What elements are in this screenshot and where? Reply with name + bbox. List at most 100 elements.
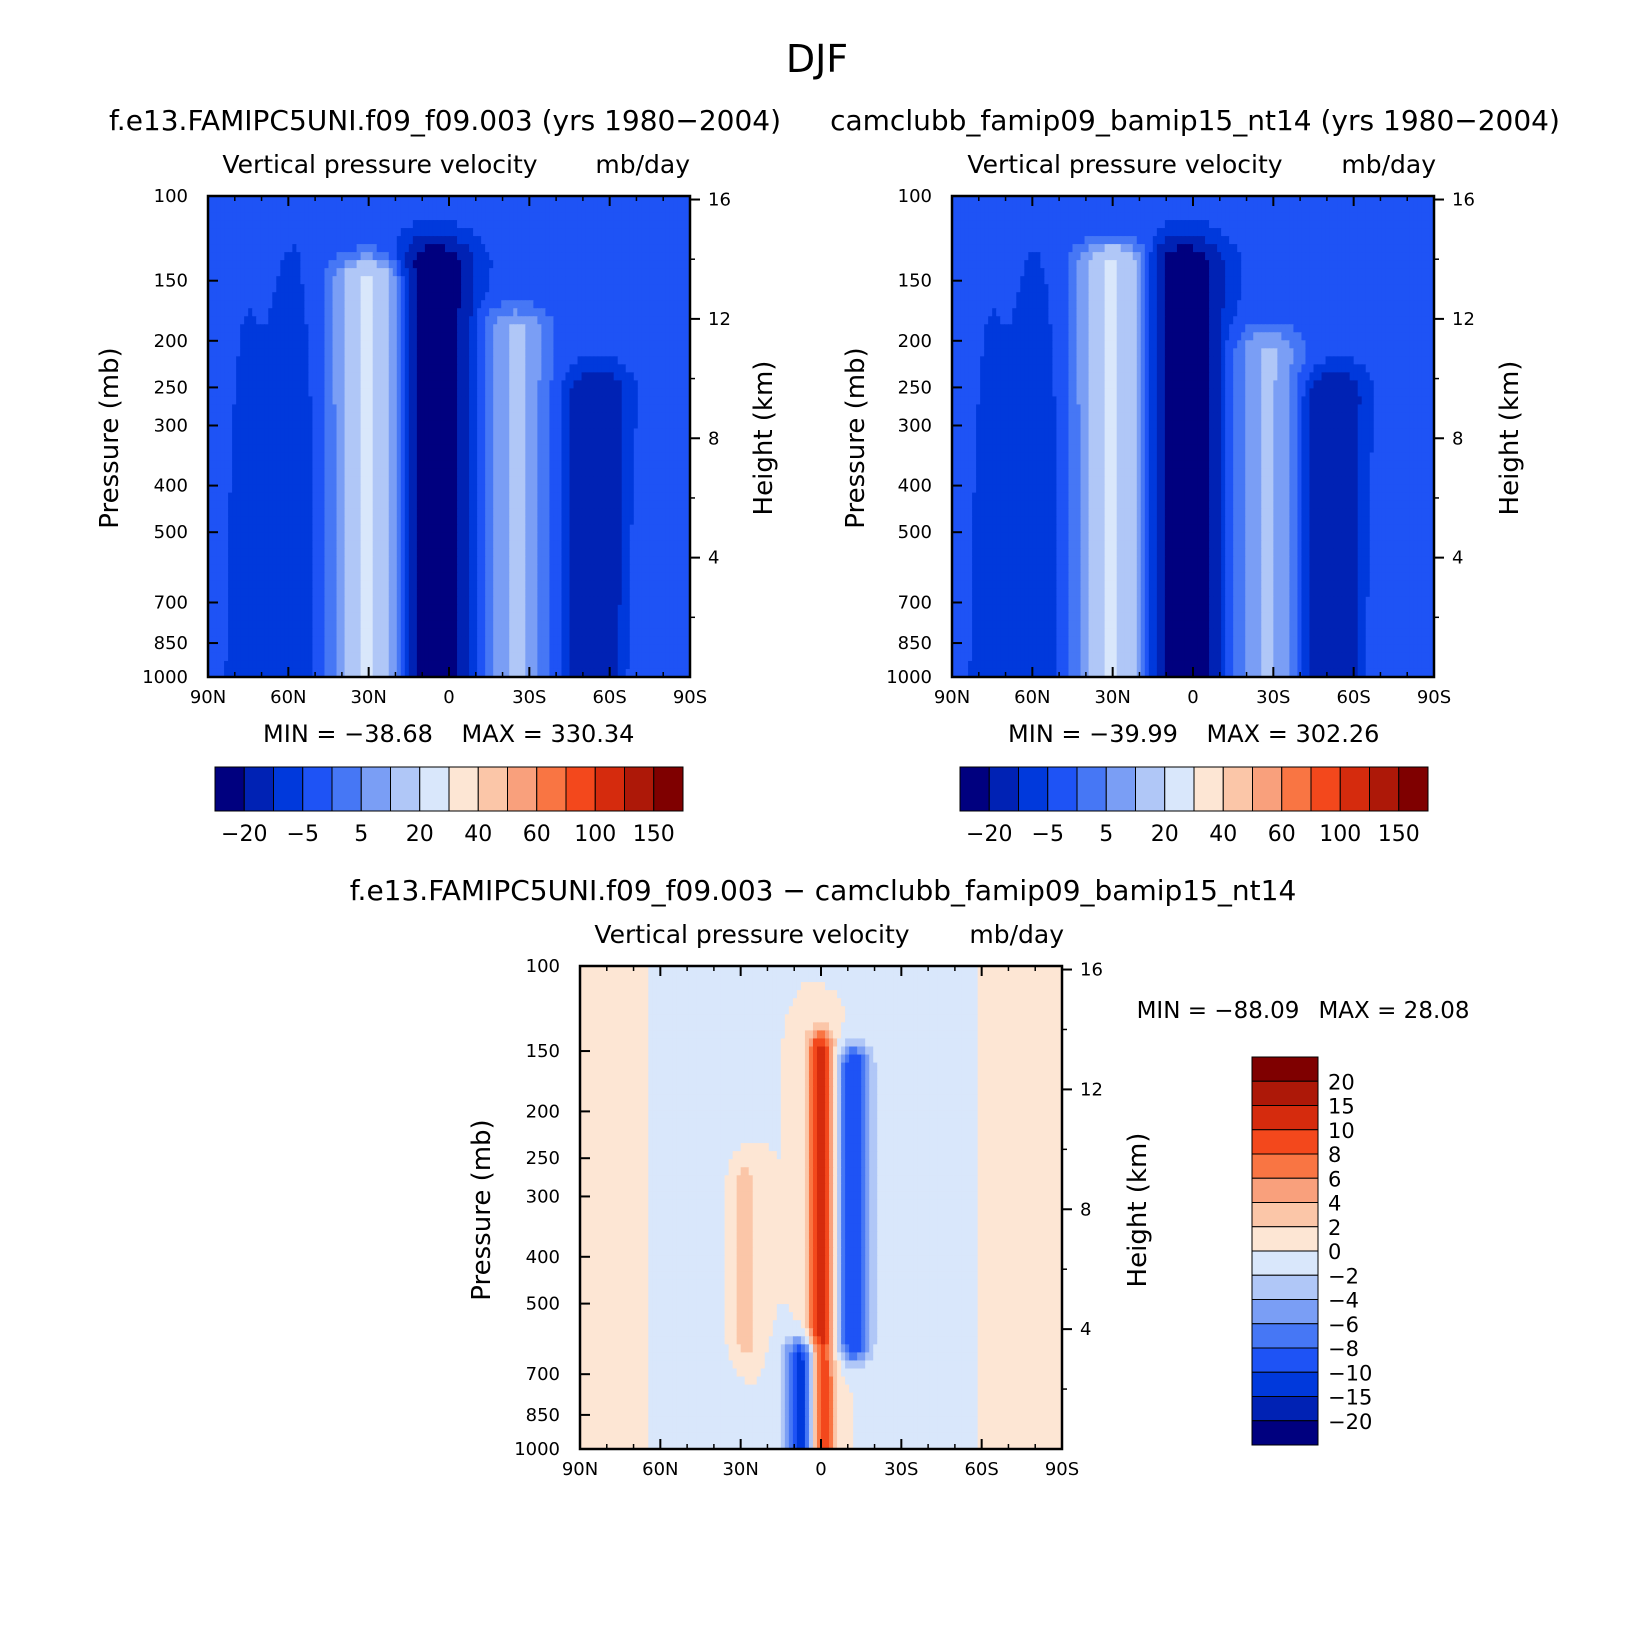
heatmap-cell	[489, 484, 494, 494]
heatmap-cell	[645, 500, 651, 510]
heatmap-cell	[657, 468, 663, 478]
heatmap-cell	[236, 468, 241, 478]
heatmap-cell	[324, 364, 330, 373]
heatmap-cell	[248, 268, 253, 277]
heatmap-cell	[629, 436, 635, 446]
heatmap-cell	[629, 476, 635, 486]
heatmap-cell	[232, 244, 237, 253]
heatmap-cell	[637, 220, 643, 229]
heatmap-cell	[533, 276, 538, 285]
heatmap-cell	[501, 260, 506, 269]
heatmap-cell	[673, 220, 679, 229]
heatmap-cell	[589, 444, 595, 454]
heatmap-cell	[649, 428, 655, 438]
heatmap-cell	[585, 220, 591, 229]
heatmap-cell	[308, 460, 314, 470]
heatmap-cell	[673, 468, 679, 478]
heatmap-cell	[312, 500, 318, 510]
heatmap-cell	[497, 348, 502, 357]
heatmap-cell	[220, 284, 225, 293]
heatmap-cell	[649, 396, 655, 406]
heatmap-cell	[661, 452, 667, 462]
heatmap-cell	[541, 292, 546, 301]
heatmap-cell	[324, 508, 330, 518]
heatmap-cell	[436, 420, 442, 430]
heatmap-cell	[625, 332, 631, 341]
heatmap-cell	[569, 268, 575, 277]
heatmap-cell	[585, 444, 591, 454]
heatmap-cell	[525, 492, 530, 502]
heatmap-cell	[617, 380, 623, 389]
heatmap-cell	[585, 508, 591, 518]
heatmap-cell	[593, 388, 599, 398]
heatmap-cell	[629, 212, 635, 221]
heatmap-cell	[424, 436, 430, 446]
heatmap-cell	[465, 316, 470, 325]
heatmap-cell	[685, 500, 691, 510]
heatmap-cell	[481, 524, 486, 534]
heatmap-cell	[292, 476, 297, 486]
heatmap-cell	[368, 252, 374, 261]
heatmap-cell	[649, 244, 655, 253]
heatmap-cell	[224, 332, 229, 341]
heatmap-cell	[336, 300, 342, 309]
heatmap-cell	[513, 260, 518, 269]
heatmap-cell	[380, 300, 386, 309]
heatmap-cell	[493, 196, 498, 205]
heatmap-cell	[260, 332, 265, 341]
heatmap-cell	[637, 332, 643, 341]
heatmap-cell	[232, 436, 237, 446]
heatmap-cell	[593, 220, 599, 229]
heatmap-cell	[344, 460, 350, 470]
heatmap-cell	[344, 308, 350, 317]
heatmap-cell	[557, 404, 563, 414]
heatmap-cell	[436, 468, 442, 478]
heatmap-cell	[396, 516, 402, 526]
heatmap-cell	[388, 372, 394, 381]
heatmap-cell	[348, 508, 354, 518]
heatmap-cell	[264, 468, 269, 478]
heatmap-cell	[605, 300, 611, 309]
heatmap-cell	[408, 236, 414, 245]
heatmap-cell	[212, 380, 217, 389]
heatmap-cell	[505, 196, 510, 205]
heatmap-cell	[272, 236, 277, 245]
heatmap-cell	[236, 500, 241, 510]
heatmap-cell	[328, 500, 334, 510]
heatmap-cell	[545, 220, 551, 229]
heatmap-cell	[248, 204, 253, 213]
heatmap-cell	[280, 260, 285, 269]
heatmap-cell	[384, 524, 390, 534]
heatmap-cell	[376, 468, 382, 478]
heatmap-cell	[436, 236, 442, 245]
heatmap-cell	[440, 476, 446, 486]
heatmap-cell	[264, 356, 269, 365]
heatmap-cell	[228, 452, 233, 462]
heatmap-cell	[605, 340, 611, 349]
heatmap-cell	[380, 212, 386, 221]
heatmap-cell	[392, 364, 398, 373]
heatmap-cell	[288, 252, 293, 261]
heatmap-cell	[621, 444, 627, 454]
heatmap-cell	[420, 436, 426, 446]
heatmap-cell	[665, 236, 671, 245]
heatmap-cell	[268, 396, 273, 406]
heatmap-cell	[316, 404, 322, 414]
heatmap-cell	[469, 204, 474, 213]
heatmap-cell	[380, 356, 386, 365]
heatmap-cell	[461, 316, 466, 325]
heatmap-cell	[469, 388, 474, 398]
heatmap-cell	[336, 324, 342, 333]
heatmap-cell	[340, 412, 346, 422]
heatmap-cell	[473, 276, 478, 285]
heatmap-cell	[517, 204, 522, 213]
heatmap-cell	[244, 276, 249, 285]
heatmap-cell	[276, 452, 281, 462]
heatmap-cell	[457, 212, 462, 221]
heatmap-cell	[661, 324, 667, 333]
heatmap-cell	[585, 476, 591, 486]
heatmap-cell	[597, 388, 603, 398]
heatmap-cell	[541, 428, 546, 438]
heatmap-cell	[513, 508, 518, 518]
heatmap-cell	[444, 284, 450, 293]
